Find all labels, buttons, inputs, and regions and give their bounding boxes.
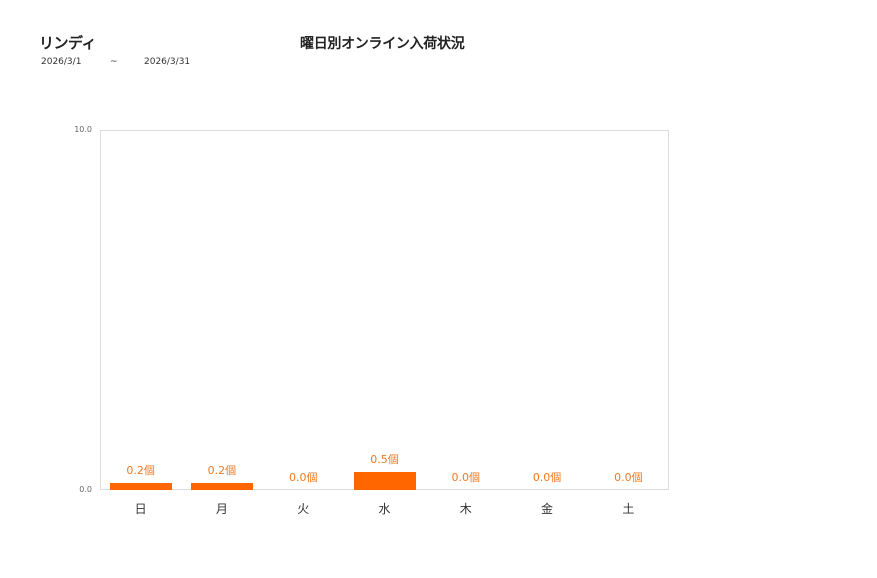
bar-value-label: 0.0個 [614,471,643,484]
x-axis-label: 火 [297,502,310,516]
x-axis-label: 水 [378,502,391,516]
bar-value-label: 0.5個 [370,453,399,466]
date-separator: ~ [110,57,118,67]
store-name: リンディ [39,34,96,52]
bar-value-label: 0.2個 [207,464,237,477]
bar-value-label: 0.0個 [451,471,481,484]
bar-value-label: 0.2個 [126,464,155,477]
date-to: 2026/3/31 [144,57,191,67]
x-axis-label: 土 [622,502,635,516]
bar-3 [353,472,416,490]
x-axis-label: 月 [215,502,228,516]
y-tick-max: 10.0 [74,125,92,134]
bar-value-label: 0.0個 [532,471,562,484]
x-axis-label: 金 [541,502,554,516]
date-from: 2026/3/1 [41,57,82,67]
bar-value-label: 0.0個 [288,471,318,484]
x-axis-label: 木 [459,502,472,516]
bar-0 [109,483,172,490]
x-axis-label: 日 [134,502,147,516]
y-tick-min: 0.0 [79,485,92,494]
plot-area [100,130,669,490]
chart-title: 曜日別オンライン入荷状況 [300,36,465,52]
bar-1 [190,483,253,490]
